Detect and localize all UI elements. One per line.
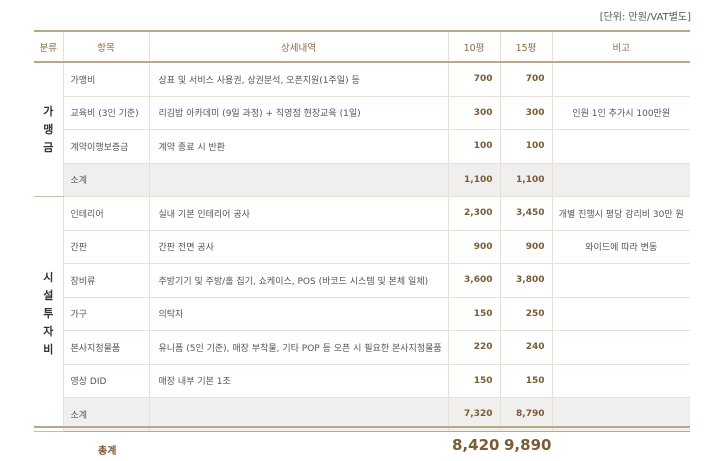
table-row: 장비류 주방기기 및 주방/홀 집기, 쇼케이스, POS (바코드 시스템 및… [34,263,690,298]
item-cell: 소계 [63,397,150,432]
category-char: 맹 [43,122,54,136]
category-char: 금 [43,140,54,154]
price-10py-cell: 150 [448,297,501,331]
table-row: 가 맹 금 가맹비 상표 및 서비스 사용권, 상권분석, 오픈지원(1주일) … [34,62,690,197]
price-15py-cell: 3,800 [500,263,553,298]
startup-cost-table: 분류 항목 상세내역 10평 15평 비고 가 맹 금 가맹비 상표 및 서비스… [34,30,690,432]
price-15py-cell: 1,100 [500,163,553,197]
price-10py-cell: 220 [448,330,501,365]
grand-total-row: 총계 8,420 9,890 [34,426,690,461]
header-10py: 10평 [448,30,501,63]
price-15py-cell: 100 [500,129,553,164]
total-10py-value: 8,420 [452,436,500,454]
note-cell: 개별 진행시 평당 감리비 30만 원 [552,196,690,231]
subtotal-row: 소계 1,100 1,100 [34,163,690,197]
total-15py-value: 9,890 [504,436,552,454]
table-row: 시 설 투 자 비 인테리어 실내 기본 인테리어 공사 2,300 3,450… [34,196,690,432]
table-row: 교육비 (3인 기준) 리김밥 아카데미 (9일 과정) + 직영점 현장교육 … [34,96,690,130]
price-10py-cell: 3,600 [448,263,501,298]
total-label: 총계 [98,446,117,457]
subtotal-row: 소계 7,320 8,790 [34,397,690,432]
category-char: 투 [43,306,54,320]
table-row: 계약이행보증금 계약 종료 시 반환 100 100 [34,129,690,164]
header-note: 비고 [552,30,690,63]
unit-note: [단위: 만원/VAT별도] [599,12,691,23]
item-cell: 교육비 (3인 기준) [63,96,150,130]
price-15py-cell: 300 [500,96,553,130]
item-cell: 장비류 [63,263,150,298]
note-cell [552,364,690,398]
detail-cell [149,163,449,197]
header-detail: 상세내역 [149,30,449,63]
table-row: 본사지정물품 유니폼 (5인 기준), 매장 부착물, 기타 POP 등 오픈 … [34,330,690,365]
price-15py-cell: 250 [500,297,553,331]
item-cell: 계약이행보증금 [63,129,150,164]
category-franchise-fee: 가 맹 금 [34,62,64,197]
detail-cell: 매장 내부 기본 1조 [149,364,449,398]
note-cell [552,397,690,432]
detail-cell: 계약 종료 시 반환 [149,129,449,164]
category-char: 설 [43,288,54,302]
price-10py-cell: 150 [448,364,501,398]
category-facility-investment: 시 설 투 자 비 [34,196,64,432]
note-cell [552,330,690,365]
header-15py: 15평 [500,30,553,63]
price-10py-cell: 300 [448,96,501,130]
item-cell: 간판 [63,230,150,264]
table-row: 가구 의탁자 150 250 [34,297,690,331]
price-10py-cell: 7,320 [448,397,501,432]
note-cell [552,263,690,298]
note-cell [552,129,690,164]
price-15py-cell: 700 [500,62,553,97]
price-10py-cell: 900 [448,230,501,264]
detail-cell: 리김밥 아카데미 (9일 과정) + 직영점 현장교육 (1일) [149,96,449,130]
detail-cell: 간판 전면 공사 [149,230,449,264]
price-10py-cell: 1,100 [448,163,501,197]
item-cell: 가맹비 [63,62,150,97]
table-row: 영상 DID 매장 내부 기본 1조 150 150 [34,364,690,398]
item-cell: 가구 [63,297,150,331]
price-15py-cell: 150 [500,364,553,398]
category-char: 자 [43,324,54,338]
note-cell: 와이드에 따라 변동 [552,230,690,264]
item-cell: 인테리어 [63,196,150,231]
detail-cell: 의탁자 [149,297,449,331]
note-cell [552,163,690,197]
detail-cell: 주방기기 및 주방/홀 집기, 쇼케이스, POS (바코드 시스템 및 본체 … [149,263,449,298]
item-cell: 영상 DID [63,364,150,398]
table-row: 간판 간판 전면 공사 900 900 와이드에 따라 변동 [34,230,690,264]
category-char: 가 [43,104,54,118]
item-cell: 본사지정물품 [63,330,150,365]
price-15py-cell: 240 [500,330,553,365]
table-header-row: 분류 항목 상세내역 10평 15평 비고 [34,30,690,63]
price-10py-cell: 2,300 [448,196,501,231]
note-cell: 인원 1인 추가시 100만원 [552,96,690,130]
header-category: 분류 [34,30,64,63]
header-item: 항목 [63,30,150,63]
detail-cell: 유니폼 (5인 기준), 매장 부착물, 기타 POP 등 오픈 시 필요한 본… [149,330,449,365]
price-15py-cell: 3,450 [500,196,553,231]
price-15py-cell: 8,790 [500,397,553,432]
item-cell: 소계 [63,163,150,197]
note-cell [552,62,690,97]
price-10py-cell: 100 [448,129,501,164]
detail-cell: 상표 및 서비스 사용권, 상권분석, 오픈지원(1주일) 등 [149,62,449,97]
category-char: 비 [43,342,54,356]
note-cell [552,297,690,331]
price-10py-cell: 700 [448,62,501,97]
price-15py-cell: 900 [500,230,553,264]
detail-cell: 실내 기본 인테리어 공사 [149,196,449,231]
category-char: 시 [43,270,54,284]
detail-cell [149,397,449,432]
